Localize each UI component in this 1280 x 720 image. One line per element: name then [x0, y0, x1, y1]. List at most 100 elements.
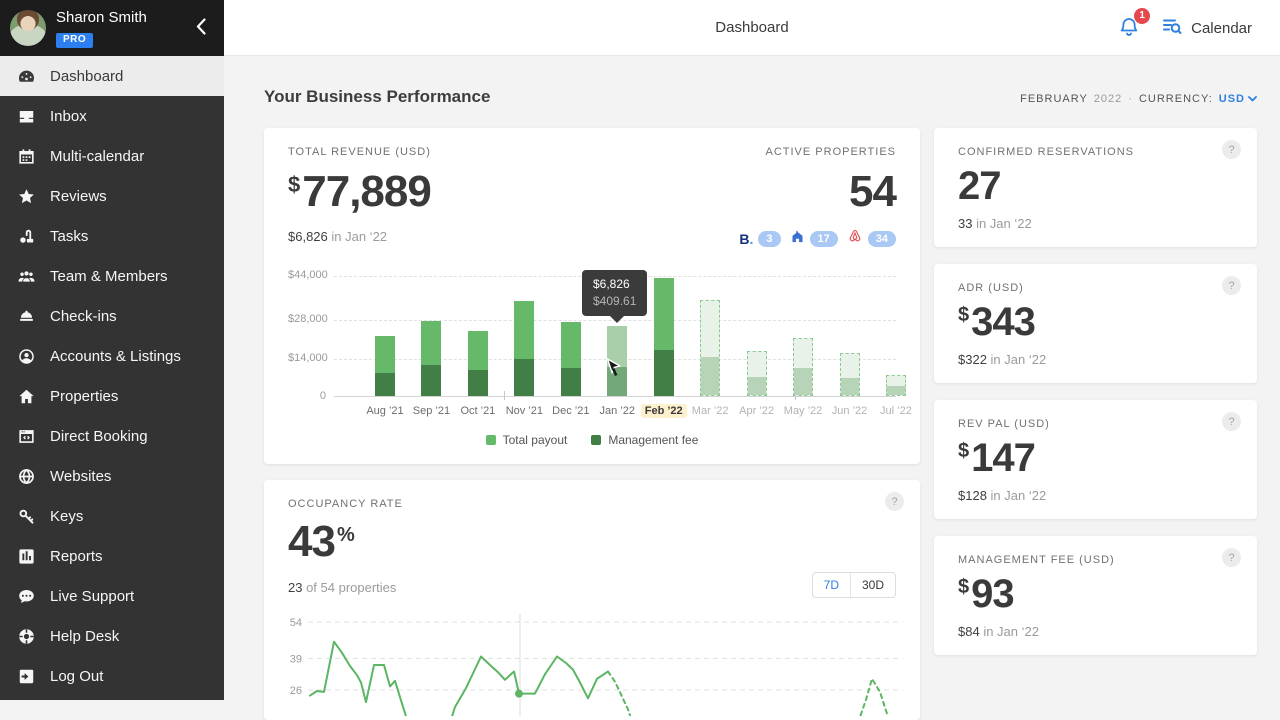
dashboard-icon	[17, 67, 36, 86]
x-axis-label-jun-22: Jun ’22	[831, 405, 868, 417]
sidebar-item-team-members[interactable]: Team & Members	[0, 256, 224, 296]
toggle-7d[interactable]: 7D	[813, 573, 850, 597]
notifications-button[interactable]: 1	[1117, 7, 1151, 42]
sidebar-item-label: Keys	[50, 507, 84, 525]
sidebar-item-multi-calendar[interactable]: Multi-calendar	[0, 136, 224, 176]
content-head: Your Business Performance FEBRUARY 2022 …	[264, 87, 1257, 107]
mouse-cursor	[606, 357, 622, 384]
airbnb-icon	[847, 228, 863, 249]
chart-legend: Total payout Management fee	[264, 433, 920, 447]
stat-card-management-fee-usd: MANAGEMENT FEE (USD)? $93 $84 in Jan ‘22	[934, 536, 1257, 655]
sidebar-item-label: Direct Booking	[50, 427, 148, 445]
globe-icon	[17, 467, 36, 486]
sidebar-collapse-button[interactable]	[194, 16, 208, 40]
x-axis-label-sep-21: Sep ’21	[412, 405, 451, 417]
sidebar-item-label: Check-ins	[50, 307, 117, 325]
sidebar-item-log-out[interactable]: Log Out	[0, 656, 224, 696]
stat-card-previous-period: $84 in Jan ‘22	[958, 624, 1039, 639]
currency-label: CURRENCY:	[1138, 93, 1213, 105]
sidebar-item-reviews[interactable]: Reviews	[0, 176, 224, 216]
occupancy-line-chart: 54 39 26	[288, 614, 903, 716]
notification-count-badge: 1	[1134, 7, 1151, 24]
bar-may-22[interactable]	[793, 338, 814, 396]
booking-logo: B.	[739, 230, 754, 247]
sidebar-item-dashboard[interactable]: Dashboard	[0, 56, 224, 96]
sidebar-item-check-ins[interactable]: Check-ins	[0, 296, 224, 336]
sidebar-item-label: Websites	[50, 467, 112, 485]
axis-tick	[504, 391, 505, 400]
help-icon[interactable]: ?	[1222, 548, 1241, 567]
bar-mar-22[interactable]	[700, 300, 721, 396]
management-fee-segment	[607, 367, 628, 396]
current-day-marker	[515, 689, 523, 698]
x-axis-label-oct-21: Oct ’21	[460, 405, 496, 417]
sidebar-item-live-support[interactable]: Live Support	[0, 576, 224, 616]
sidebar-item-label: Multi-calendar	[50, 147, 145, 165]
service-bell-icon	[17, 307, 36, 326]
building-icon	[790, 229, 805, 249]
stat-card-value: 27	[958, 164, 1001, 208]
bar-dec-21[interactable]	[560, 322, 581, 396]
help-icon[interactable]: ?	[885, 492, 904, 511]
bar-feb-22[interactable]	[653, 278, 674, 396]
y-axis-label: $44,000	[288, 269, 328, 281]
sidebar-item-label: Reviews	[50, 187, 107, 205]
user-block[interactable]: Sharon Smith PRO	[0, 0, 224, 56]
sidebar-item-properties[interactable]: Properties	[0, 376, 224, 416]
sidebar-item-direct-booking[interactable]: Direct Booking	[0, 416, 224, 456]
x-axis-label-jan-22: Jan ’22	[599, 405, 635, 417]
period-year: 2022	[1093, 93, 1123, 105]
inbox-icon	[17, 107, 36, 126]
channel-count-badge: 17	[809, 230, 838, 247]
pro-badge: PRO	[56, 33, 94, 48]
period-month: FEBRUARY	[1020, 93, 1088, 105]
bar-sep-21[interactable]	[421, 321, 442, 396]
help-icon[interactable]: ?	[1222, 140, 1241, 159]
bar-nov-21[interactable]	[514, 301, 535, 396]
occupancy-value: 43 %	[288, 517, 355, 566]
svg-text:39: 39	[290, 653, 302, 665]
y-axis-label: $14,000	[288, 351, 328, 364]
chevron-down-icon	[1248, 93, 1257, 105]
sidebar-item-tasks[interactable]: Tasks	[0, 216, 224, 256]
bar-jan-22[interactable]	[607, 326, 628, 396]
sidebar-item-websites[interactable]: Websites	[0, 456, 224, 496]
bar-aug-21[interactable]	[375, 336, 395, 396]
sidebar-item-reports[interactable]: Reports	[0, 536, 224, 576]
channel-count-badge: 3	[758, 230, 781, 247]
management-fee-segment	[514, 359, 535, 396]
sidebar-item-label: Inbox	[50, 107, 87, 125]
sidebar-item-label: Team & Members	[50, 267, 168, 285]
revenue-previous-period: $6,826 in Jan ‘22	[288, 229, 388, 244]
help-icon[interactable]: ?	[1222, 412, 1241, 431]
sidebar-item-label: Properties	[50, 387, 119, 405]
stat-card-title: ADR (USD)	[958, 282, 1024, 294]
sidebar-item-inbox[interactable]: Inbox	[0, 96, 224, 136]
sidebar-item-keys[interactable]: Keys	[0, 496, 224, 536]
bar-apr-22[interactable]	[746, 351, 767, 396]
management-fee-segment	[840, 378, 859, 395]
user-meta: Sharon Smith PRO	[56, 8, 147, 48]
currency-dropdown[interactable]: USD	[1219, 93, 1257, 105]
legend-swatch-light-green	[485, 435, 496, 445]
logout-icon	[17, 667, 36, 686]
period-separator: ·	[1128, 93, 1133, 105]
management-fee-segment	[375, 373, 395, 396]
bar-oct-21[interactable]	[467, 331, 488, 396]
toggle-30d[interactable]: 30D	[849, 573, 895, 597]
stat-card-title: CONFIRMED RESERVATIONS	[958, 146, 1135, 158]
bar-jun-22[interactable]	[839, 353, 860, 396]
calendar-button[interactable]: Calendar	[1161, 15, 1252, 41]
sidebar-item-help-desk[interactable]: Help Desk	[0, 616, 224, 656]
help-icon[interactable]: ?	[1222, 276, 1241, 295]
channel-channel-building: 17	[790, 229, 838, 249]
channel-count-badge: 34	[867, 230, 896, 247]
sidebar-nav: Dashboard Inbox Multi-calendar Reviews Tasks…	[0, 56, 224, 700]
range-toggle: 7D 30D	[811, 572, 896, 598]
bar-jul-22[interactable]	[885, 375, 906, 396]
sidebar-item-label: Tasks	[50, 227, 89, 245]
tooltip-payout: $6,826	[593, 277, 630, 291]
sidebar-item-label: Help Desk	[50, 627, 120, 645]
sidebar-item-accounts-listings[interactable]: Accounts & Listings	[0, 336, 224, 376]
